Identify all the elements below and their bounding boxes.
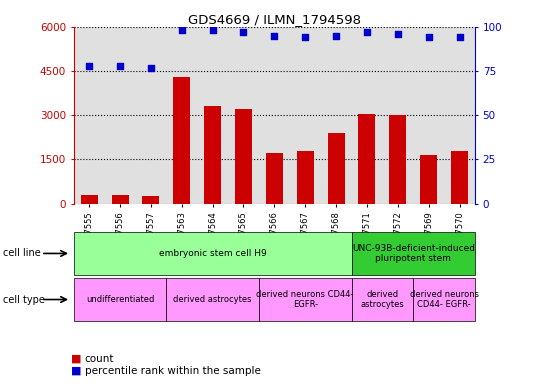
Bar bbox=[359, 114, 376, 204]
Bar bbox=[81, 195, 98, 204]
Point bbox=[424, 35, 433, 41]
Text: derived astrocytes: derived astrocytes bbox=[174, 295, 252, 304]
Bar bbox=[451, 151, 468, 204]
Bar bbox=[328, 133, 345, 204]
Bar bbox=[111, 195, 128, 204]
Text: cell type: cell type bbox=[3, 295, 45, 305]
Point bbox=[332, 33, 341, 39]
Point bbox=[301, 35, 310, 41]
Bar bbox=[296, 151, 314, 204]
Point bbox=[208, 27, 217, 33]
Text: embryonic stem cell H9: embryonic stem cell H9 bbox=[159, 249, 266, 258]
Text: derived neurons CD44-
EGFR-: derived neurons CD44- EGFR- bbox=[257, 290, 354, 309]
Bar bbox=[389, 115, 406, 204]
Point bbox=[363, 29, 371, 35]
Text: ■: ■ bbox=[71, 366, 81, 376]
Point bbox=[455, 35, 464, 41]
Text: UNC-93B-deficient-induced
pluripotent stem: UNC-93B-deficient-induced pluripotent st… bbox=[352, 244, 475, 263]
Point bbox=[270, 33, 279, 39]
Point bbox=[177, 27, 186, 33]
Point bbox=[394, 31, 402, 37]
Text: percentile rank within the sample: percentile rank within the sample bbox=[85, 366, 260, 376]
Bar bbox=[420, 155, 437, 204]
Text: ■: ■ bbox=[71, 354, 81, 364]
Text: count: count bbox=[85, 354, 114, 364]
Bar bbox=[173, 77, 190, 204]
Bar bbox=[266, 154, 283, 204]
Title: GDS4669 / ILMN_1794598: GDS4669 / ILMN_1794598 bbox=[188, 13, 361, 26]
Bar bbox=[143, 195, 159, 204]
Text: cell line: cell line bbox=[3, 248, 40, 258]
Bar bbox=[235, 109, 252, 204]
Point bbox=[116, 63, 124, 69]
Bar bbox=[204, 106, 221, 204]
Point bbox=[85, 63, 93, 69]
Point bbox=[146, 65, 155, 71]
Text: derived neurons
CD44- EGFR-: derived neurons CD44- EGFR- bbox=[410, 290, 479, 309]
Point bbox=[239, 29, 248, 35]
Text: derived
astrocytes: derived astrocytes bbox=[360, 290, 404, 309]
Text: undifferentiated: undifferentiated bbox=[86, 295, 154, 304]
